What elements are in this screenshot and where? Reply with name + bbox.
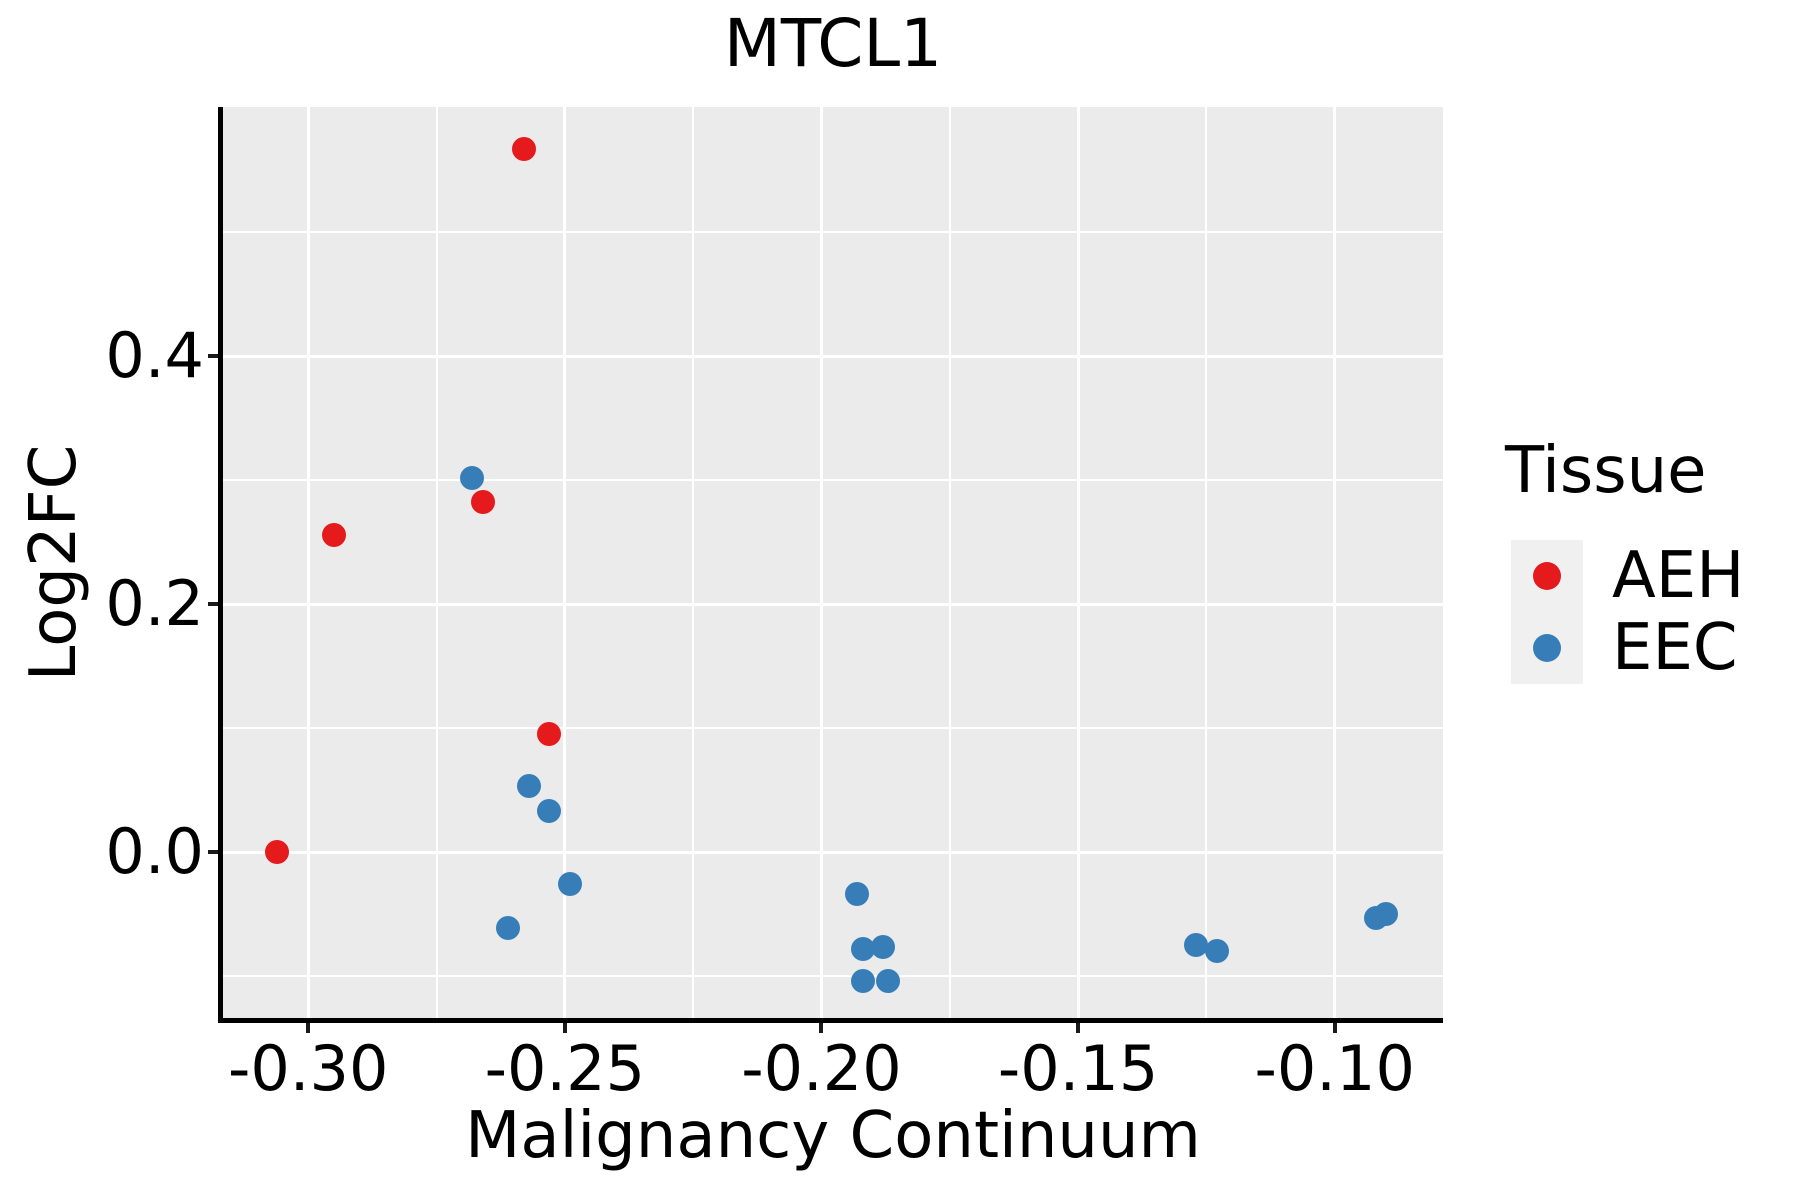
data-point-eec xyxy=(496,915,521,940)
major-gridline-y xyxy=(223,850,1443,854)
legend: Tissue AEH EEC xyxy=(1460,430,1800,700)
x-tick-label: -0.30 xyxy=(227,1032,389,1105)
chart-title: MTCL1 xyxy=(723,5,943,82)
major-gridline-x xyxy=(819,107,823,1020)
data-point-eec xyxy=(557,872,582,897)
data-point-eec xyxy=(1204,939,1229,964)
data-point-aeh xyxy=(470,490,495,515)
data-point-eec xyxy=(876,968,901,993)
data-point-eec xyxy=(871,935,896,960)
plot-panel xyxy=(223,107,1443,1020)
y-axis-line xyxy=(218,107,223,1023)
data-point-eec xyxy=(1184,933,1209,957)
x-tick-mark xyxy=(819,1023,824,1033)
minor-gridline-y xyxy=(223,974,1443,977)
major-gridline-x xyxy=(306,107,310,1020)
data-point-aeh xyxy=(511,137,536,162)
legend-title: Tissue xyxy=(1505,434,1707,508)
aeh-point-icon xyxy=(1533,562,1561,590)
x-axis-line xyxy=(218,1018,1443,1023)
minor-gridline-x xyxy=(948,107,951,1020)
major-gridline-x xyxy=(563,107,567,1020)
data-point-eec xyxy=(516,774,541,799)
legend-key-eec xyxy=(1511,612,1583,684)
data-point-eec xyxy=(460,465,485,490)
x-tick-mark xyxy=(1332,1023,1337,1033)
minor-gridline-y xyxy=(223,727,1443,730)
data-point-aeh xyxy=(321,522,346,547)
data-point-eec xyxy=(850,968,875,993)
x-tick-mark xyxy=(562,1023,567,1033)
x-tick-label: -0.20 xyxy=(741,1032,902,1105)
minor-gridline-x xyxy=(435,107,438,1020)
minor-gridline-y xyxy=(223,479,1443,482)
major-gridline-y xyxy=(223,354,1443,358)
y-tick-label: 0.2 xyxy=(105,567,204,641)
eec-point-icon xyxy=(1533,634,1561,662)
data-point-eec xyxy=(537,799,562,824)
x-tick-label: -0.15 xyxy=(997,1032,1159,1105)
data-point-aeh xyxy=(537,722,562,747)
data-point-eec xyxy=(845,882,870,907)
y-tick-mark xyxy=(208,602,218,607)
data-point-aeh xyxy=(265,840,290,865)
legend-label-aeh: AEH xyxy=(1612,539,1745,613)
major-gridline-x xyxy=(1076,107,1080,1020)
y-tick-mark xyxy=(208,354,218,359)
y-tick-mark xyxy=(208,850,218,855)
x-tick-label: -0.25 xyxy=(484,1032,646,1105)
x-axis-title: Malignancy Continuum xyxy=(465,1099,1201,1173)
major-gridline-x xyxy=(1333,107,1337,1020)
x-tick-label: -0.10 xyxy=(1254,1032,1415,1105)
minor-gridline-y xyxy=(223,231,1443,234)
minor-gridline-x xyxy=(1205,107,1208,1020)
data-point-eec xyxy=(1374,902,1399,926)
y-tick-label: 0.4 xyxy=(105,319,204,393)
x-tick-mark xyxy=(306,1023,311,1033)
y-tick-label: 0.0 xyxy=(105,815,204,889)
x-tick-mark xyxy=(1076,1023,1081,1033)
legend-label-eec: EEC xyxy=(1612,611,1738,685)
major-gridline-y xyxy=(223,602,1443,606)
y-axis-title: Log2FC xyxy=(17,444,91,682)
data-point-eec xyxy=(850,936,875,961)
minor-gridline-x xyxy=(692,107,695,1020)
legend-key-aeh xyxy=(1511,540,1583,612)
